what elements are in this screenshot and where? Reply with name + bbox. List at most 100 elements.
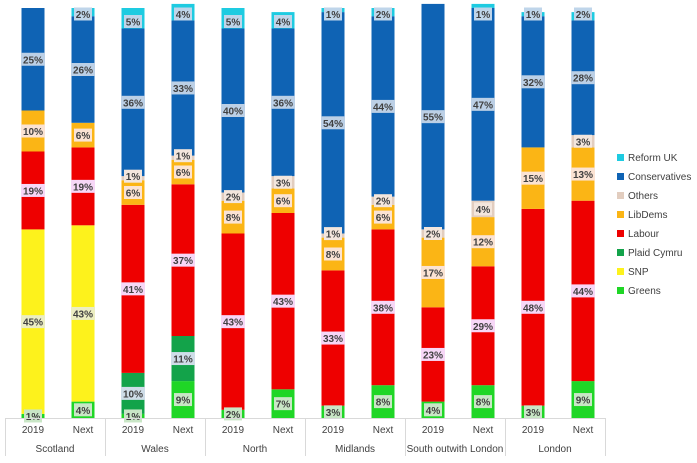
data-label-bg <box>321 331 345 345</box>
legend-swatch-greens <box>617 287 624 294</box>
data-label-south-outwith-london-2019-labour: 23% <box>423 350 443 361</box>
x-tick-label-london-next: Next <box>573 425 594 436</box>
data-label-bg <box>224 407 242 421</box>
data-label-london-2019-libdems: 15% <box>523 174 543 185</box>
data-label-bg <box>471 97 495 111</box>
data-label-bg <box>374 194 392 208</box>
data-label-bg <box>21 124 45 138</box>
data-label-bg <box>521 300 545 314</box>
data-label-scotland-next-conservatives: 26% <box>73 66 93 77</box>
data-label-bg <box>421 110 445 124</box>
data-label-midlands-next-labour: 38% <box>373 303 393 314</box>
data-label-bg <box>374 210 392 224</box>
data-label-bg <box>574 7 592 21</box>
data-label-bg <box>271 95 295 109</box>
data-label-bg <box>121 386 145 400</box>
data-label-south-outwith-london-next-greens: 8% <box>476 398 491 409</box>
data-label-north-2019-greens: 2% <box>226 410 241 421</box>
data-label-midlands-2019-conservatives: 54% <box>323 119 343 130</box>
data-label-bg <box>421 265 445 279</box>
legend-label-conservatives: Conservatives <box>628 172 691 183</box>
data-label-london-2019-reform-uk: 1% <box>526 10 541 21</box>
data-label-north-2019-conservatives: 40% <box>223 107 243 118</box>
data-label-scotland-2019-libdems: 10% <box>23 127 43 138</box>
data-label-bg <box>524 405 542 419</box>
data-label-midlands-2019-labour: 33% <box>323 334 343 345</box>
data-label-midlands-2019-others: 1% <box>326 230 341 241</box>
legend-label-greens: Greens <box>628 286 661 297</box>
data-label-london-next-greens: 9% <box>576 396 591 407</box>
bar-segment-south-outwith-london-next-reform-uk <box>471 3 495 9</box>
data-label-wales-2019-greens: 1% <box>126 412 141 423</box>
data-label-london-next-labour: 44% <box>573 287 593 298</box>
data-label-bg <box>471 235 495 249</box>
data-label-midlands-2019-greens: 3% <box>326 408 341 419</box>
data-label-midlands-2019-libdems: 8% <box>326 250 341 261</box>
legend-swatch-reform-uk <box>617 154 624 161</box>
data-label-bg <box>474 395 492 409</box>
data-label-wales-2019-others: 1% <box>126 172 141 183</box>
data-label-wales-next-libdems: 6% <box>176 168 191 179</box>
data-label-bg <box>571 284 595 298</box>
group-label-london: London <box>538 444 571 455</box>
data-label-wales-next-reform-uk: 4% <box>176 10 191 21</box>
data-label-bg <box>124 186 142 199</box>
group-label-scotland: Scotland <box>36 444 75 455</box>
data-label-south-outwith-london-next-conservatives: 47% <box>473 100 493 111</box>
x-tick-label-south-outwith-london-next: Next <box>473 425 494 436</box>
data-label-scotland-next-reform-uk: 2% <box>76 10 91 21</box>
data-label-bg <box>274 15 292 28</box>
group-label-midlands: Midlands <box>335 444 375 455</box>
data-label-bg <box>221 104 245 117</box>
data-label-north-2019-libdems: 8% <box>226 213 241 224</box>
data-label-north-2019-labour: 43% <box>223 318 243 329</box>
data-label-wales-2019-reform-uk: 5% <box>126 18 141 29</box>
legend-swatch-snp <box>617 268 624 275</box>
group-label-south-outwith-london: South outwith London <box>407 444 504 455</box>
data-label-north-2019-others: 2% <box>226 193 241 204</box>
data-label-south-outwith-london-2019-others: 2% <box>426 230 441 241</box>
data-label-bg <box>274 194 292 208</box>
legend-label-labour: Labour <box>628 229 660 240</box>
data-label-wales-next-labour: 37% <box>173 256 193 267</box>
data-label-north-2019-reform-uk: 5% <box>226 18 241 29</box>
legend-swatch-libdems <box>617 211 624 218</box>
data-label-bg <box>524 7 542 21</box>
data-label-wales-next-plaid-cymru: 11% <box>173 355 193 366</box>
data-label-bg <box>121 282 145 296</box>
data-label-bg <box>574 393 592 407</box>
data-label-bg <box>174 165 192 179</box>
data-label-north-next-greens: 7% <box>276 400 291 411</box>
data-label-bg <box>274 397 292 411</box>
bars-layer <box>21 3 595 418</box>
data-label-london-next-conservatives: 28% <box>573 74 593 85</box>
data-label-scotland-next-labour: 19% <box>73 182 93 193</box>
data-label-bg <box>521 171 545 185</box>
data-label-bg <box>424 227 442 240</box>
data-label-bg <box>421 347 445 361</box>
data-label-bg <box>271 294 295 308</box>
data-label-bg <box>374 7 392 21</box>
data-label-bg <box>74 403 92 417</box>
legend: Reform UK Conservatives Others LibDems Labou… <box>617 153 691 297</box>
group-label-north: North <box>243 444 267 455</box>
data-label-bg <box>124 409 142 423</box>
data-label-bg <box>174 393 192 407</box>
data-label-midlands-next-reform-uk: 2% <box>376 10 391 21</box>
data-label-north-next-libdems: 6% <box>276 197 291 208</box>
data-label-scotland-next-greens: 4% <box>76 406 91 417</box>
data-label-south-outwith-london-2019-greens: 4% <box>426 406 441 417</box>
data-label-midlands-next-greens: 8% <box>376 398 391 409</box>
group-label-wales: Wales <box>141 444 168 455</box>
data-label-london-2019-greens: 3% <box>526 408 541 419</box>
data-label-bg <box>71 63 95 76</box>
data-label-bg <box>121 95 145 109</box>
data-label-bg <box>324 7 342 21</box>
legend-label-reform-uk: Reform UK <box>628 153 678 164</box>
data-label-scotland-2019-snp: 45% <box>23 318 43 329</box>
legend-label-libdems: LibDems <box>628 210 667 221</box>
data-label-north-next-others: 3% <box>276 178 291 189</box>
x-tick-label-london-2019: 2019 <box>522 425 545 436</box>
data-label-bg <box>124 169 142 183</box>
